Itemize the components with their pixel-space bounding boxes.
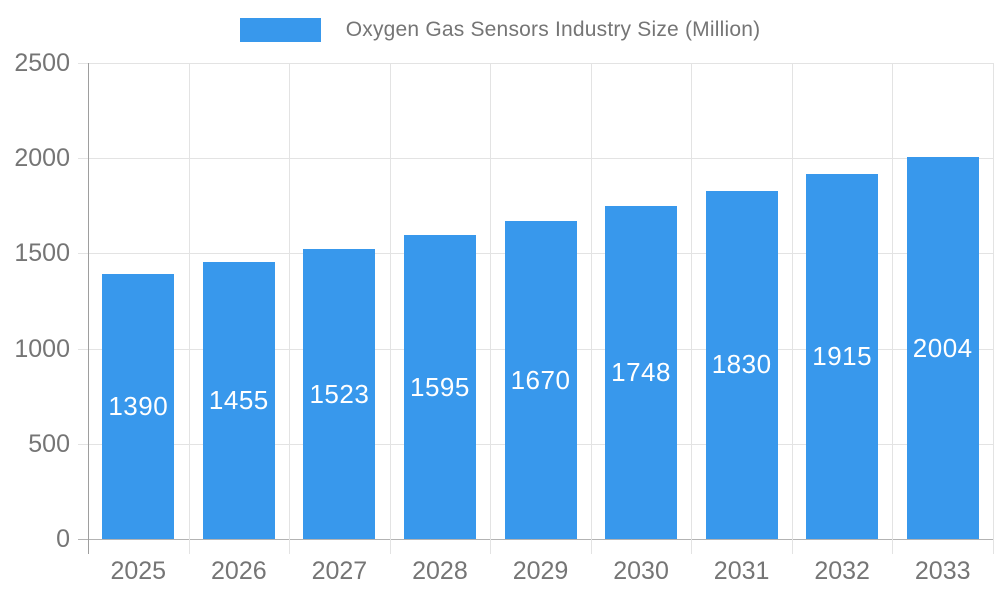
bar-value-label: 1748 <box>611 357 671 388</box>
bar[interactable]: 1390 <box>102 274 175 539</box>
bar-value-label: 1915 <box>812 341 873 372</box>
y-axis-tick <box>78 63 88 64</box>
x-tick-label: 2031 <box>713 557 770 585</box>
x-tick-label: 2030 <box>613 557 669 585</box>
y-axis-tick <box>78 539 88 540</box>
x-tick-label: 2027 <box>311 557 368 585</box>
bar-value-label: 1523 <box>309 378 370 409</box>
bar[interactable]: 1595 <box>403 235 476 539</box>
x-axis-baseline <box>88 539 993 540</box>
x-tick-label: 2029 <box>512 557 569 585</box>
y-tick-label: 2500 <box>14 49 70 77</box>
bar-value-label: 2004 <box>912 332 973 363</box>
y-axis-tick <box>78 253 88 255</box>
bar[interactable]: 1455 <box>202 261 275 539</box>
x-tick-label: 2032 <box>814 557 870 585</box>
y-axis-tick <box>78 158 88 160</box>
bar[interactable]: 2004 <box>906 157 979 539</box>
y-tick-label: 1000 <box>14 334 70 363</box>
y-tick-label: 1500 <box>14 239 70 268</box>
x-tick-label: 2026 <box>211 557 267 585</box>
v-gridline <box>289 63 291 554</box>
h-gridline <box>88 158 993 160</box>
y-axis-line <box>88 63 89 554</box>
x-tick-label: 2025 <box>110 557 167 585</box>
y-axis-tick <box>78 443 88 445</box>
v-gridline <box>993 63 994 554</box>
y-tick-label: 2000 <box>14 144 70 173</box>
bar[interactable]: 1748 <box>605 206 678 539</box>
v-gridline <box>892 63 894 554</box>
bar-value-label: 1595 <box>410 371 470 402</box>
v-gridline <box>389 63 391 554</box>
bar-value-label: 1455 <box>208 384 269 415</box>
x-tick-label: 2028 <box>412 557 468 585</box>
v-gridline <box>490 63 492 554</box>
v-gridline <box>791 63 793 554</box>
v-gridline <box>691 63 693 554</box>
v-gridline <box>188 63 190 554</box>
h-gridline <box>88 63 993 64</box>
y-tick-label: 500 <box>28 429 70 458</box>
bar[interactable]: 1915 <box>806 174 879 539</box>
v-gridline <box>590 63 592 554</box>
bar-value-label: 1390 <box>108 391 169 422</box>
bar[interactable]: 1830 <box>705 190 778 539</box>
legend-label: Oxygen Gas Sensors Industry Size (Millio… <box>345 18 761 41</box>
legend-swatch[interactable] <box>239 18 321 42</box>
bar[interactable]: 1523 <box>303 249 376 539</box>
legend[interactable]: Oxygen Gas Sensors Industry Size (Millio… <box>0 18 1000 42</box>
bar-value-label: 1830 <box>711 349 772 380</box>
y-tick-label: 0 <box>56 525 70 553</box>
bar[interactable]: 1670 <box>504 221 577 539</box>
y-axis-tick <box>78 348 88 350</box>
x-tick-label: 2033 <box>914 557 971 585</box>
bar-value-label: 1670 <box>510 364 571 395</box>
